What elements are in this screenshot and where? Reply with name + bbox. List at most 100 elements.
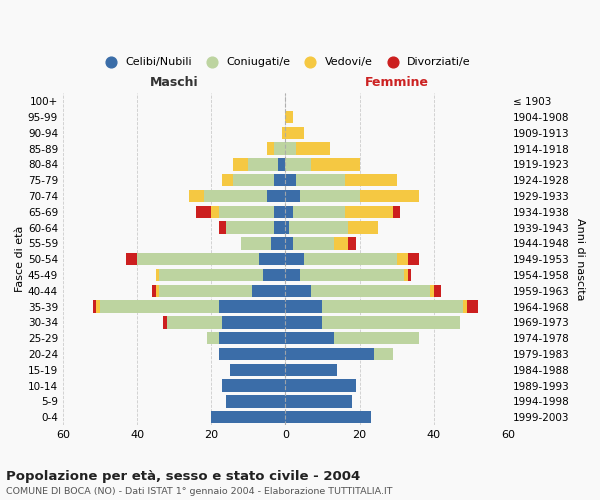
Bar: [359, 190, 419, 202]
Bar: [322, 300, 463, 313]
Bar: [397, 253, 408, 266]
Bar: [233, 174, 274, 186]
Bar: [404, 269, 408, 281]
Bar: [300, 190, 359, 202]
Bar: [334, 238, 349, 250]
Bar: [286, 190, 300, 202]
Bar: [289, 222, 349, 234]
Bar: [286, 380, 356, 392]
Bar: [463, 300, 467, 313]
Bar: [218, 300, 286, 313]
Bar: [286, 111, 293, 123]
Bar: [163, 316, 167, 328]
Legend: Celibi/Nubili, Coniugati/e, Vedovi/e, Divorziati/e: Celibi/Nubili, Coniugati/e, Vedovi/e, Di…: [95, 52, 475, 72]
Bar: [349, 222, 378, 234]
Bar: [152, 284, 155, 297]
Bar: [100, 300, 218, 313]
Bar: [286, 253, 304, 266]
Bar: [126, 253, 137, 266]
Bar: [267, 190, 286, 202]
Bar: [233, 158, 248, 170]
Bar: [286, 174, 296, 186]
Bar: [263, 269, 286, 281]
Bar: [286, 206, 293, 218]
Bar: [96, 300, 100, 313]
Bar: [155, 284, 159, 297]
Bar: [259, 253, 286, 266]
Bar: [218, 348, 286, 360]
Bar: [344, 174, 397, 186]
Bar: [211, 411, 286, 424]
Bar: [92, 300, 96, 313]
Bar: [286, 396, 352, 407]
Bar: [334, 332, 419, 344]
Bar: [159, 284, 252, 297]
Bar: [296, 142, 330, 155]
Bar: [218, 206, 274, 218]
Bar: [286, 411, 371, 424]
Bar: [218, 332, 286, 344]
Bar: [281, 126, 286, 139]
Bar: [293, 206, 344, 218]
Bar: [311, 284, 430, 297]
Bar: [304, 253, 397, 266]
Bar: [408, 253, 419, 266]
Bar: [286, 142, 296, 155]
Bar: [226, 396, 286, 407]
Bar: [271, 238, 286, 250]
Bar: [430, 284, 434, 297]
Bar: [211, 206, 218, 218]
Bar: [374, 348, 393, 360]
Bar: [286, 284, 311, 297]
Text: Popolazione per età, sesso e stato civile - 2004: Popolazione per età, sesso e stato civil…: [6, 470, 360, 483]
Bar: [286, 238, 293, 250]
Bar: [196, 206, 211, 218]
Bar: [137, 253, 259, 266]
Bar: [344, 206, 393, 218]
Bar: [204, 190, 267, 202]
Bar: [311, 158, 359, 170]
Bar: [159, 269, 263, 281]
Bar: [322, 316, 460, 328]
Bar: [155, 269, 159, 281]
Bar: [286, 222, 289, 234]
Bar: [223, 174, 233, 186]
Bar: [278, 158, 286, 170]
Bar: [218, 222, 226, 234]
Bar: [208, 332, 218, 344]
Bar: [248, 158, 278, 170]
Bar: [267, 142, 274, 155]
Bar: [167, 316, 223, 328]
Bar: [286, 269, 300, 281]
Bar: [467, 300, 478, 313]
Bar: [408, 269, 412, 281]
Bar: [296, 174, 344, 186]
Text: Maschi: Maschi: [150, 76, 199, 88]
Bar: [286, 348, 374, 360]
Text: Femmine: Femmine: [365, 76, 428, 88]
Bar: [293, 238, 334, 250]
Bar: [349, 238, 356, 250]
Bar: [274, 174, 286, 186]
Bar: [286, 300, 322, 313]
Bar: [241, 238, 271, 250]
Bar: [300, 269, 404, 281]
Text: COMUNE DI BOCA (NO) - Dati ISTAT 1° gennaio 2004 - Elaborazione TUTTITALIA.IT: COMUNE DI BOCA (NO) - Dati ISTAT 1° genn…: [6, 488, 392, 496]
Bar: [274, 206, 286, 218]
Bar: [189, 190, 204, 202]
Bar: [223, 380, 286, 392]
Bar: [286, 332, 334, 344]
Bar: [252, 284, 286, 297]
Bar: [286, 158, 311, 170]
Bar: [434, 284, 441, 297]
Bar: [274, 142, 286, 155]
Bar: [223, 316, 286, 328]
Bar: [393, 206, 400, 218]
Bar: [286, 126, 304, 139]
Bar: [274, 222, 286, 234]
Bar: [286, 364, 337, 376]
Bar: [230, 364, 286, 376]
Bar: [286, 316, 322, 328]
Bar: [226, 222, 274, 234]
Y-axis label: Anni di nascita: Anni di nascita: [575, 218, 585, 300]
